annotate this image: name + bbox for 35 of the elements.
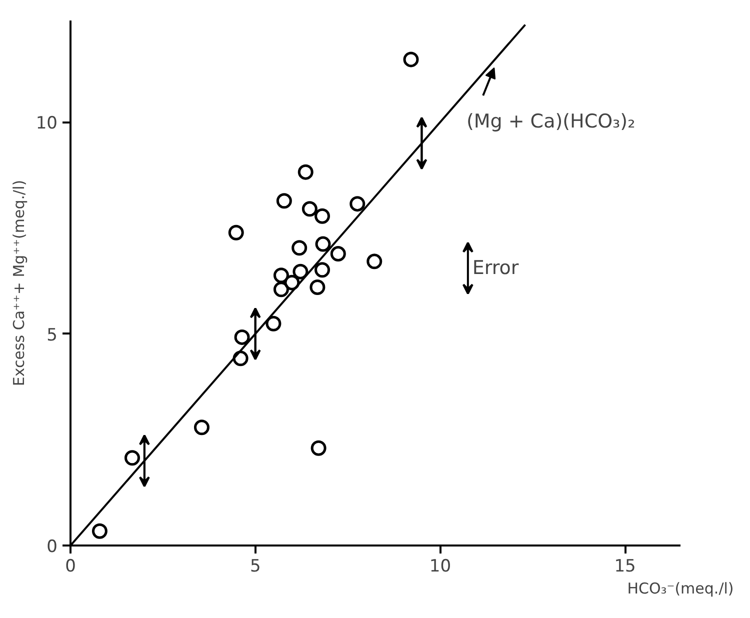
point: [194, 420, 210, 436]
point: [276, 193, 292, 209]
point: [310, 440, 326, 456]
x-tick-label: 5: [250, 556, 261, 576]
point: [310, 279, 326, 295]
point: [228, 224, 244, 240]
y-tick-label: 0: [46, 537, 58, 557]
point: [92, 523, 108, 539]
point: [292, 240, 308, 256]
point: [315, 236, 331, 252]
x-tick-label: 10: [429, 556, 452, 576]
point: [234, 329, 250, 345]
y-axis-title: Excess Ca⁺⁺+ Mg⁺⁺(meq./l): [10, 180, 28, 386]
point: [273, 268, 289, 284]
point: [124, 450, 140, 466]
point: [350, 196, 366, 212]
point: [330, 246, 346, 262]
point: [403, 52, 419, 68]
point: [273, 282, 289, 298]
point: [232, 350, 248, 366]
point: [284, 274, 300, 290]
point: [314, 208, 330, 224]
point: [366, 254, 382, 270]
point: [292, 264, 308, 280]
annotation: Error: [472, 257, 519, 280]
point: [298, 164, 314, 180]
annotation: (Mg + Ca)(HCO₃)₂: [466, 110, 636, 132]
point: [302, 201, 318, 217]
x-tick-label: 0: [65, 556, 76, 576]
y-tick-label: 5: [46, 325, 58, 346]
x-tick-label: 15: [614, 556, 636, 576]
point: [266, 316, 282, 332]
point: [314, 262, 330, 278]
y-tick-label: 10: [36, 114, 58, 134]
x-axis-title: HCO₃⁻(meq./l): [627, 580, 734, 598]
